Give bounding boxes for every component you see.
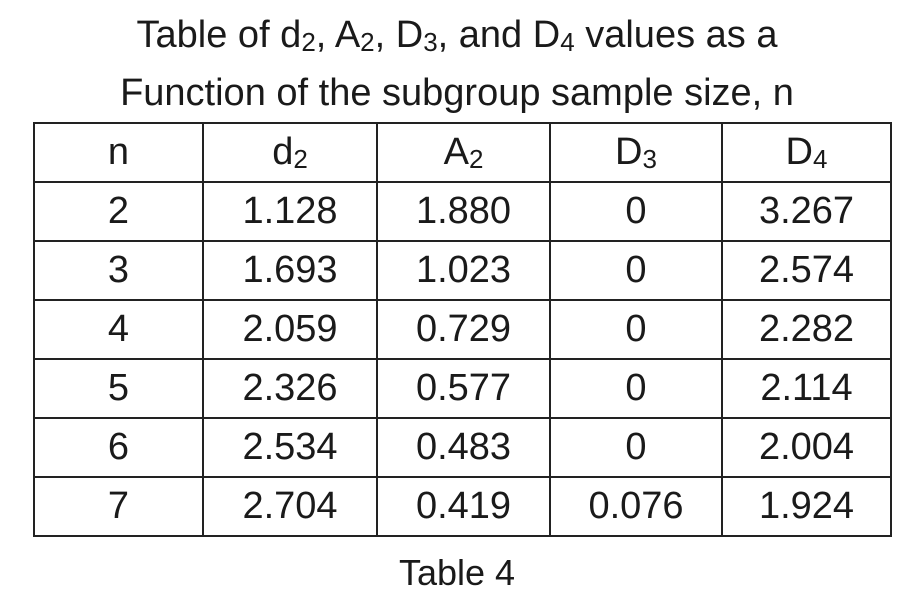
table-row: 6 2.534 0.483 0 2.004 [33,417,892,478]
title-text: , D [374,14,424,56]
header-cell: d2 [202,122,378,183]
header-row: n d2 A2 D3 D4 [33,122,892,183]
table-cell: 6 [33,417,204,478]
header-symbol: d [272,131,294,173]
table-cell: 2.059 [202,299,378,360]
header-symbol: D [615,131,643,173]
header-subscript: 2 [468,144,484,174]
table-cell: 1.924 [721,476,892,537]
table-cell: 1.023 [376,240,551,301]
table-row: 3 1.693 1.023 0 2.574 [33,240,892,301]
header-subscript: 2 [293,144,308,174]
table-cell: 0 [549,299,723,360]
table-row: 2 1.128 1.880 0 3.267 [33,181,892,242]
table-cell: 0.076 [549,476,723,537]
header-symbol: n [107,131,130,173]
caption: Table 4 [398,552,516,593]
table-cell: 7 [33,476,204,537]
table-cell: 2.004 [721,417,892,478]
table-row: 5 2.326 0.577 0 2.114 [33,358,892,419]
table-cell: 4 [33,299,204,360]
header-subscript: 4 [812,144,828,174]
table-cell: 0 [549,240,723,301]
title-text: , A [315,14,361,56]
title-subscript: 2 [360,27,375,57]
table-cell: 0 [549,181,723,242]
table-cell: 0 [549,358,723,419]
header-cell: D3 [549,122,723,183]
table-cell: 1.693 [202,240,378,301]
table-cell: 3.267 [721,181,892,242]
table-cell: 1.880 [376,181,551,242]
table-cell: 2.574 [721,240,892,301]
table-cell: 5 [33,358,204,419]
table-cell: 2.114 [721,358,892,419]
table-cell: 0.729 [376,299,551,360]
title-text: , and D [437,14,561,56]
table-cell: 3 [33,240,204,301]
table-row: 4 2.059 0.729 0 2.282 [33,299,892,360]
table-cell: 2.282 [721,299,892,360]
header-cell: n [33,122,204,183]
table-cell: 2.326 [202,358,378,419]
title-subscript: 2 [301,27,316,57]
table-cell: 2.704 [202,476,378,537]
table-cell: 0 [549,417,723,478]
title-subscript: 3 [423,27,438,57]
title-text: Table of d [136,14,302,56]
header-cell: A2 [376,122,551,183]
header-subscript: 3 [642,144,657,174]
title: Table of d2, A2, D3, and D4 values as a … [60,6,854,122]
table-cell: 0.419 [376,476,551,537]
table: n d2 A2 D3 D4 2 1.128 1.880 0 3.267 3 1.693 1.023 0 2.… [33,122,892,537]
table-cell: 0.577 [376,358,551,419]
title-subscript: 4 [560,27,575,57]
table-cell: 2.534 [202,417,378,478]
title-text: values as a Function of the subgroup sam… [120,14,794,114]
table-row: 7 2.704 0.419 0.076 1.924 [33,476,892,537]
header-cell: D4 [721,122,892,183]
header-symbol: A [443,131,469,173]
header-symbol: D [785,131,813,173]
table-cell: 0.483 [376,417,551,478]
table-cell: 2 [33,181,204,242]
table-cell: 1.128 [202,181,378,242]
